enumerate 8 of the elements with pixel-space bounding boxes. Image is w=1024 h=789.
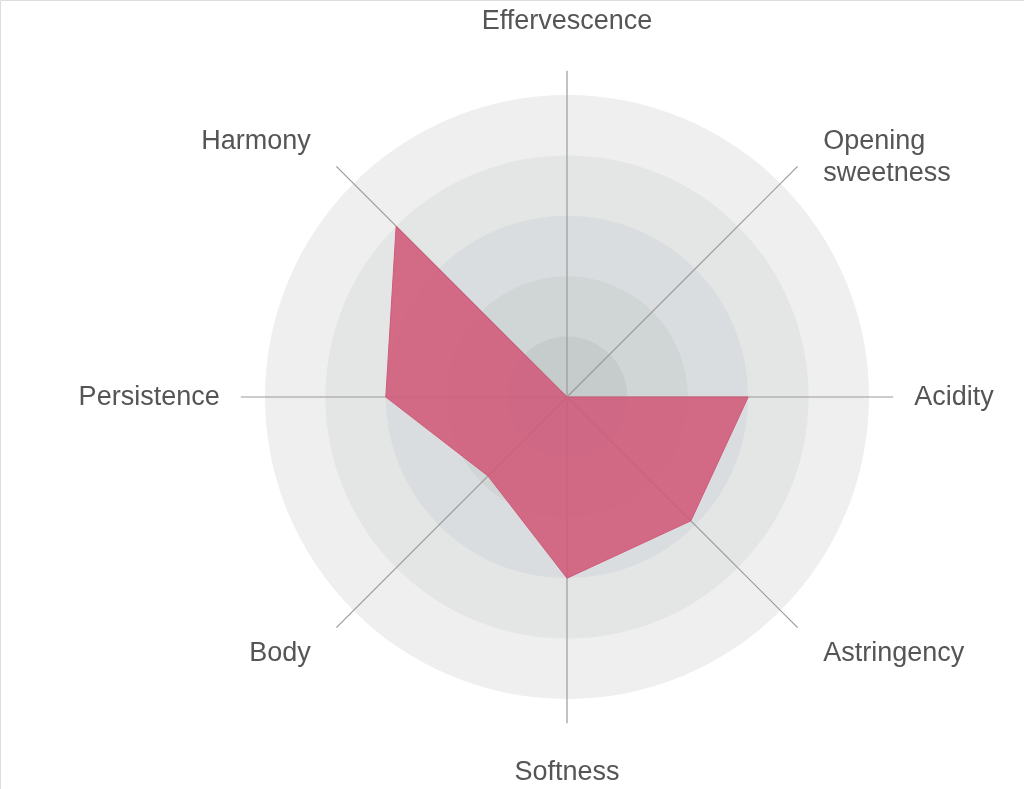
spoke-label: Acidity xyxy=(914,381,995,411)
spoke-label: Harmony xyxy=(201,124,312,155)
spoke-label: Astringency xyxy=(823,637,965,668)
spoke-label: Persistence xyxy=(78,381,220,411)
spoke-label: Body xyxy=(249,637,312,668)
spoke-label: Softness xyxy=(514,756,620,787)
spoke-label: Opening sweetness xyxy=(823,124,951,187)
spoke-label: Effervescence xyxy=(481,4,653,35)
